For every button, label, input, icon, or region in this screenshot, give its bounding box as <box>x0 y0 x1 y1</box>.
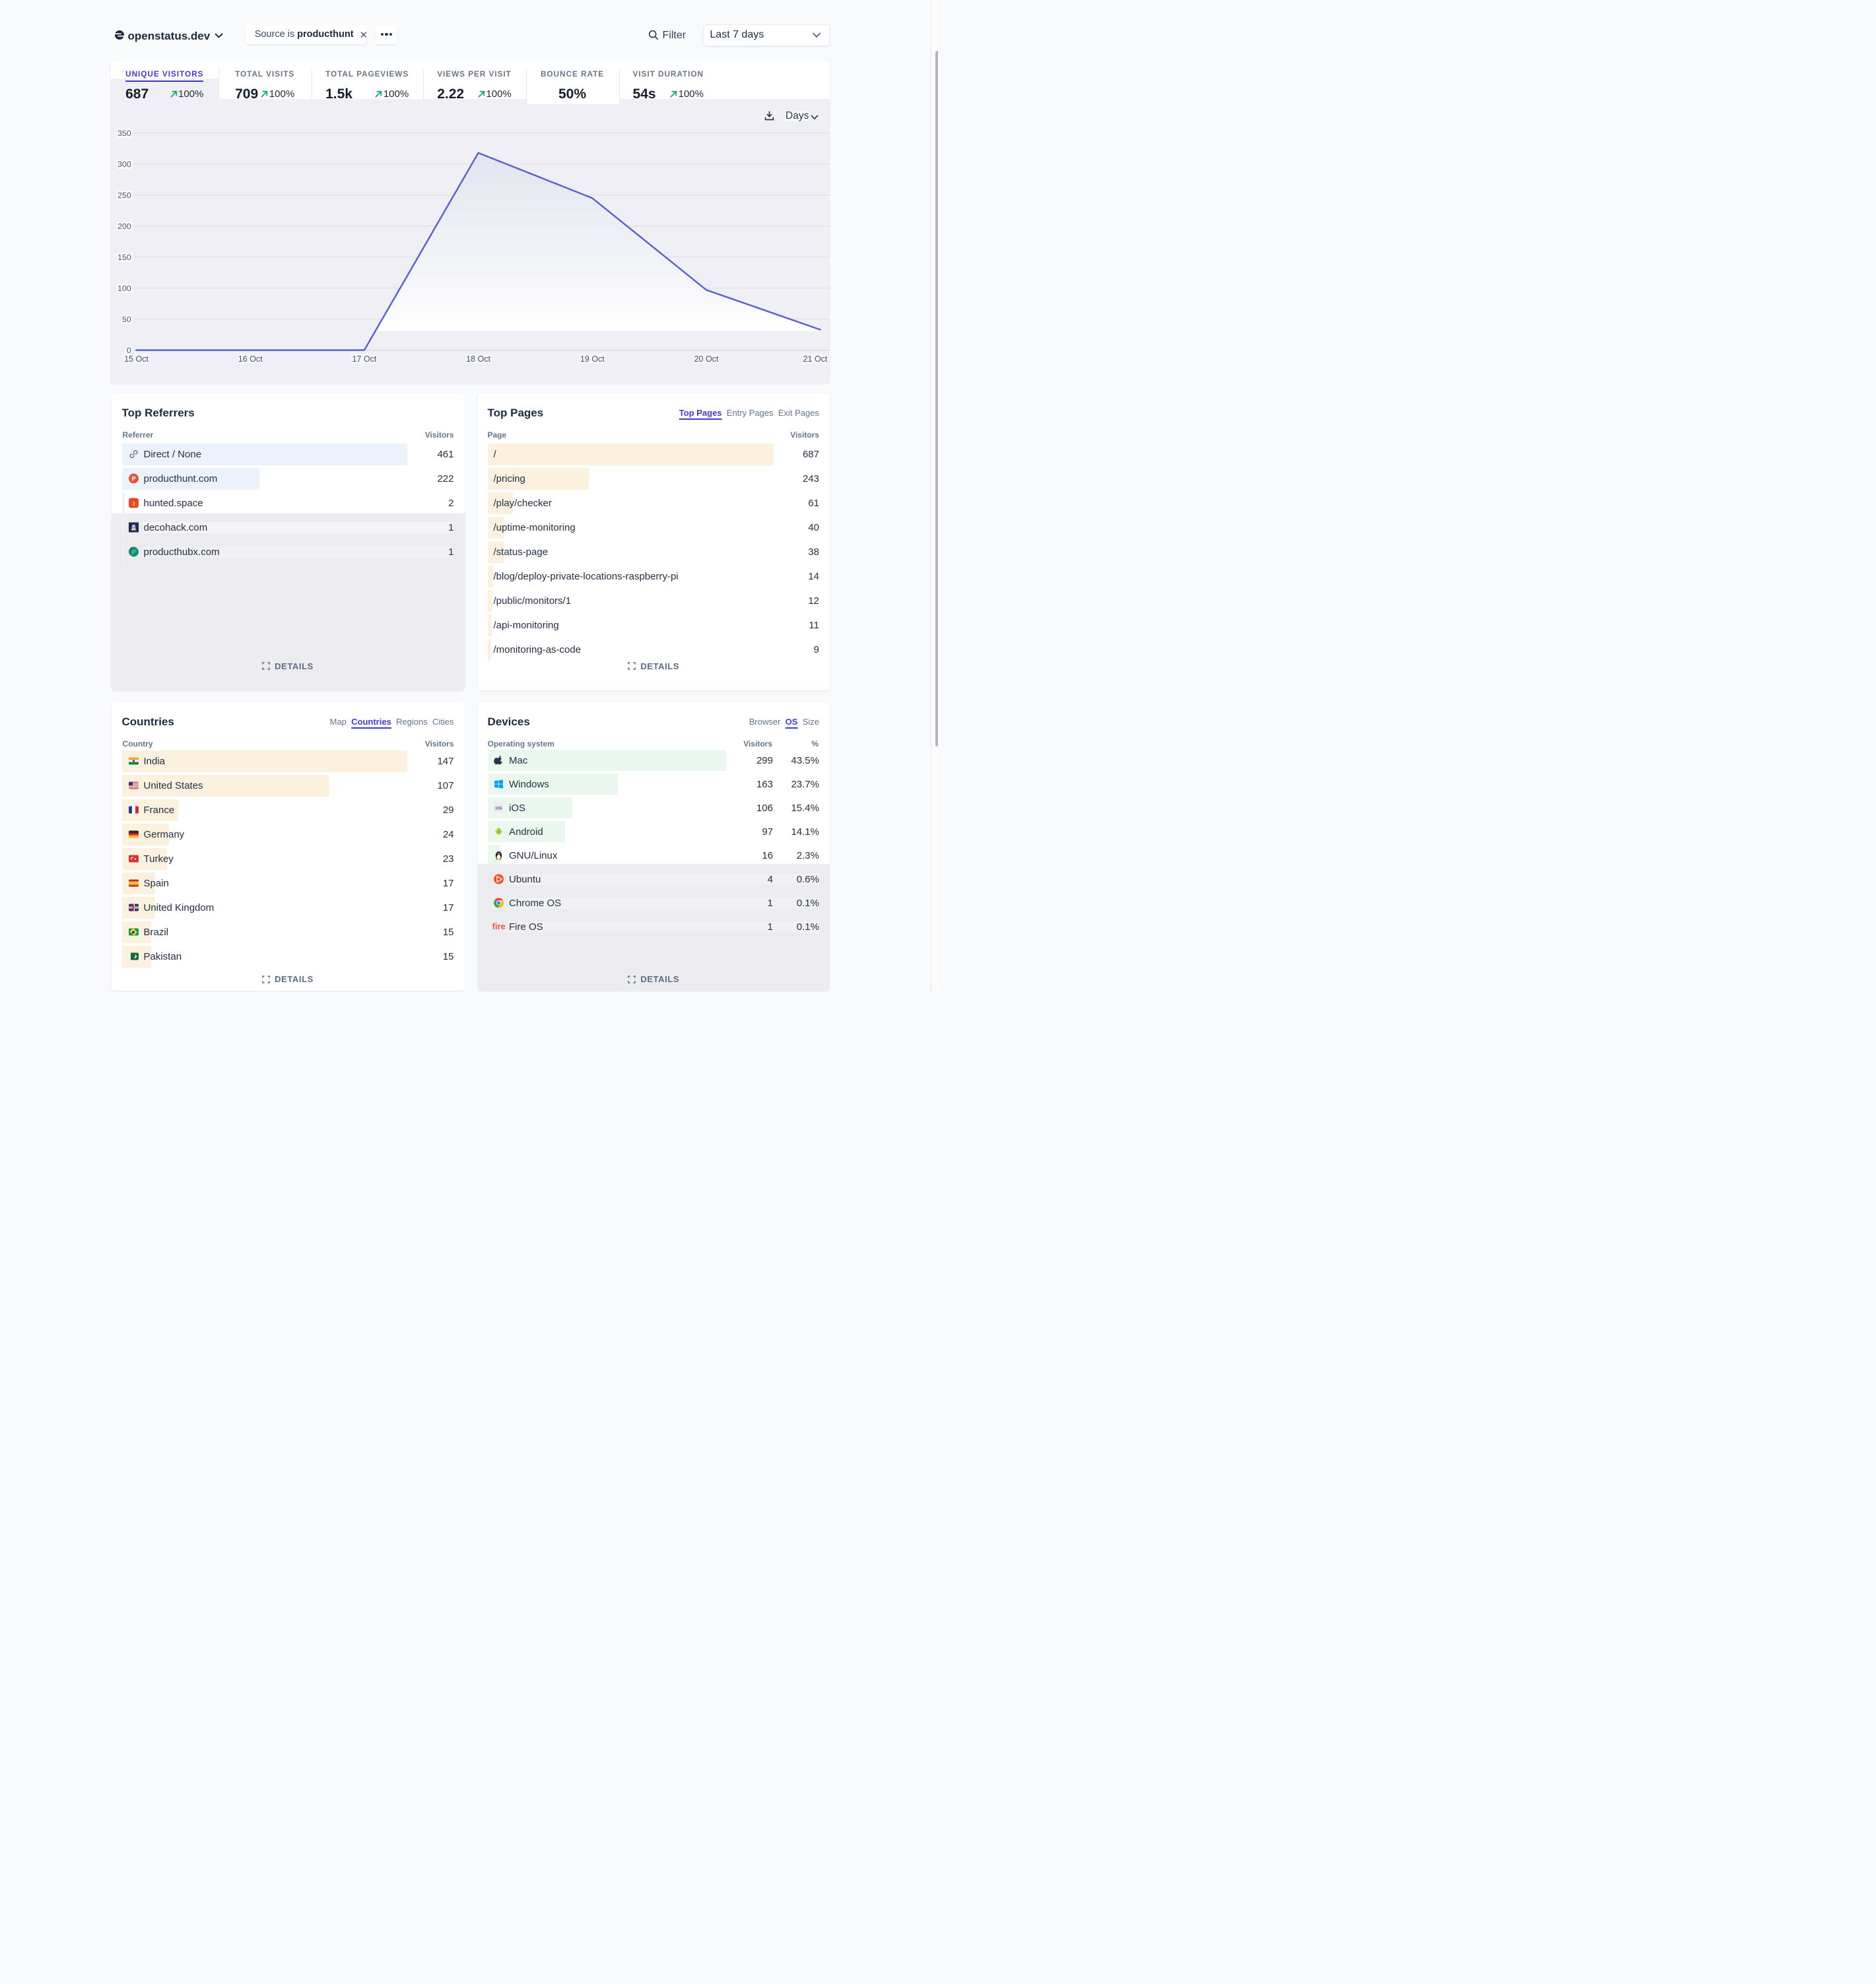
svg-text:3: 3 <box>132 500 135 507</box>
svg-text:P: P <box>131 475 135 482</box>
svg-text:P: P <box>131 548 135 555</box>
svg-text:iOS: iOS <box>495 807 502 811</box>
